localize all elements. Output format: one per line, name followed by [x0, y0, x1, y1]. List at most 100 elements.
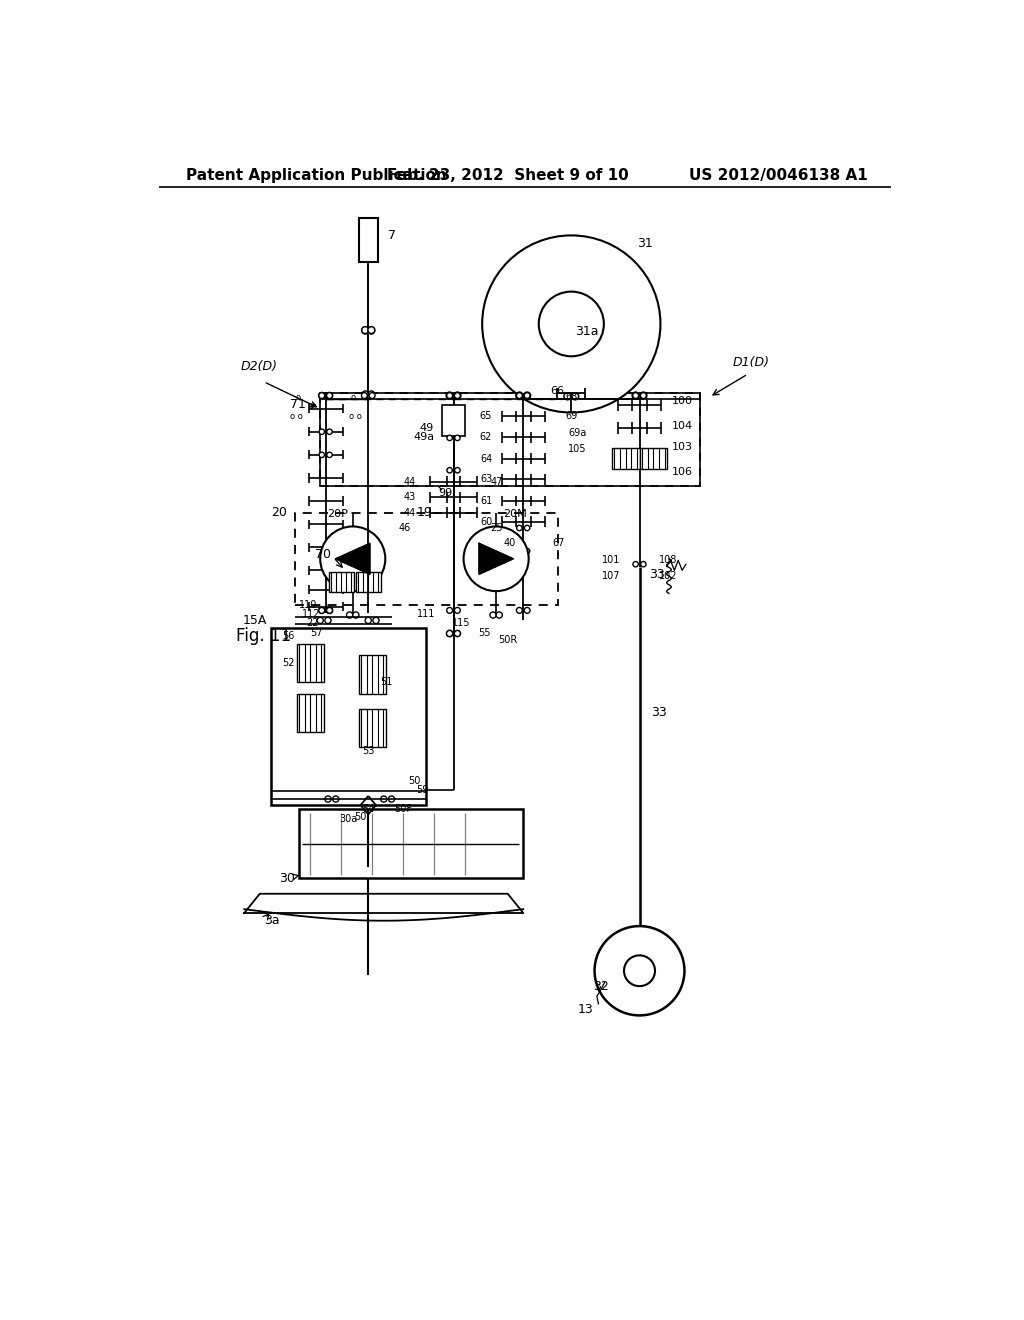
Circle shape [624, 956, 655, 986]
Text: 64: 64 [480, 454, 493, 463]
Circle shape [369, 391, 375, 397]
Text: 25: 25 [490, 523, 503, 533]
Circle shape [325, 618, 331, 623]
Circle shape [319, 429, 325, 434]
Circle shape [524, 393, 529, 399]
Text: 13: 13 [578, 1003, 593, 1016]
Text: 56: 56 [283, 631, 295, 640]
Text: 57: 57 [310, 628, 323, 638]
Circle shape [318, 607, 325, 614]
Circle shape [524, 607, 530, 614]
Text: 60: 60 [480, 517, 493, 527]
Text: o o: o o [290, 412, 303, 421]
Text: 68: 68 [566, 392, 579, 403]
Text: 67: 67 [553, 539, 565, 548]
Circle shape [517, 393, 522, 399]
Bar [329, 572, 353, 591]
Text: 54: 54 [362, 804, 375, 814]
Circle shape [516, 392, 522, 399]
Text: o: o [296, 392, 301, 401]
Polygon shape [336, 544, 370, 574]
Circle shape [640, 392, 646, 399]
Text: 19: 19 [417, 506, 433, 519]
Text: 108: 108 [658, 556, 677, 565]
Text: 33: 33 [649, 568, 665, 581]
Polygon shape [479, 544, 513, 574]
Text: o: o [350, 392, 355, 401]
Text: 110: 110 [299, 601, 316, 610]
Circle shape [369, 327, 375, 334]
Circle shape [352, 612, 359, 618]
Circle shape [454, 392, 461, 399]
Circle shape [366, 618, 372, 623]
Bar [299, 809, 523, 878]
Circle shape [482, 235, 660, 412]
Text: 31a: 31a [575, 325, 599, 338]
Text: 49a: 49a [413, 432, 434, 442]
Text: 31: 31 [637, 236, 653, 249]
Text: 20P: 20P [327, 510, 348, 519]
Text: 71: 71 [291, 399, 306, 412]
Circle shape [333, 796, 339, 803]
Circle shape [327, 392, 333, 399]
Text: 44: 44 [404, 508, 417, 517]
Text: 50R: 50R [498, 635, 517, 644]
Circle shape [517, 548, 522, 554]
Text: 66: 66 [550, 385, 564, 396]
Text: US 2012/0046138 A1: US 2012/0046138 A1 [689, 168, 868, 183]
Circle shape [524, 392, 530, 399]
Circle shape [446, 631, 453, 636]
Circle shape [361, 392, 368, 399]
Circle shape [633, 392, 639, 399]
Text: 50: 50 [354, 812, 367, 822]
Text: 15A: 15A [243, 614, 267, 627]
Circle shape [632, 392, 639, 399]
Text: 69a: 69a [568, 428, 587, 438]
Circle shape [317, 618, 324, 623]
Text: 51: 51 [380, 677, 392, 686]
Text: 65: 65 [480, 412, 493, 421]
Bar [359, 218, 378, 263]
Circle shape [446, 392, 453, 399]
Text: D1(D): D1(D) [732, 356, 769, 370]
Text: Feb. 23, 2012  Sheet 9 of 10: Feb. 23, 2012 Sheet 9 of 10 [387, 168, 629, 183]
Text: 101: 101 [602, 556, 621, 565]
Text: 104: 104 [672, 421, 693, 430]
Bar [442, 405, 465, 436]
Circle shape [564, 393, 571, 400]
Text: 99: 99 [438, 488, 453, 499]
Text: 103: 103 [672, 442, 693, 453]
Text: 22: 22 [306, 619, 318, 628]
Circle shape [446, 392, 453, 399]
Text: 20: 20 [271, 506, 287, 519]
Text: 50F: 50F [394, 804, 412, 814]
Bar [359, 655, 386, 693]
Circle shape [362, 391, 369, 397]
Bar [321, 393, 700, 486]
Text: 52: 52 [283, 657, 295, 668]
Text: 69: 69 [566, 412, 579, 421]
Circle shape [327, 392, 333, 399]
Text: 3a: 3a [263, 915, 280, 927]
Text: 30a: 30a [340, 814, 358, 824]
Text: 20M: 20M [504, 510, 527, 519]
Circle shape [327, 607, 333, 614]
Circle shape [446, 436, 453, 441]
Circle shape [489, 612, 496, 618]
Text: 40: 40 [504, 539, 516, 548]
Text: 55: 55 [478, 628, 490, 638]
Bar [297, 644, 324, 682]
Circle shape [455, 631, 461, 636]
Circle shape [373, 618, 379, 623]
Circle shape [571, 393, 579, 400]
Bar [359, 709, 386, 747]
Circle shape [327, 453, 332, 458]
Bar [295, 512, 558, 605]
Circle shape [325, 796, 331, 803]
Circle shape [516, 607, 522, 614]
Circle shape [446, 467, 453, 473]
Text: 59: 59 [417, 785, 429, 795]
Circle shape [455, 467, 460, 473]
Circle shape [641, 561, 646, 566]
Circle shape [381, 796, 387, 803]
